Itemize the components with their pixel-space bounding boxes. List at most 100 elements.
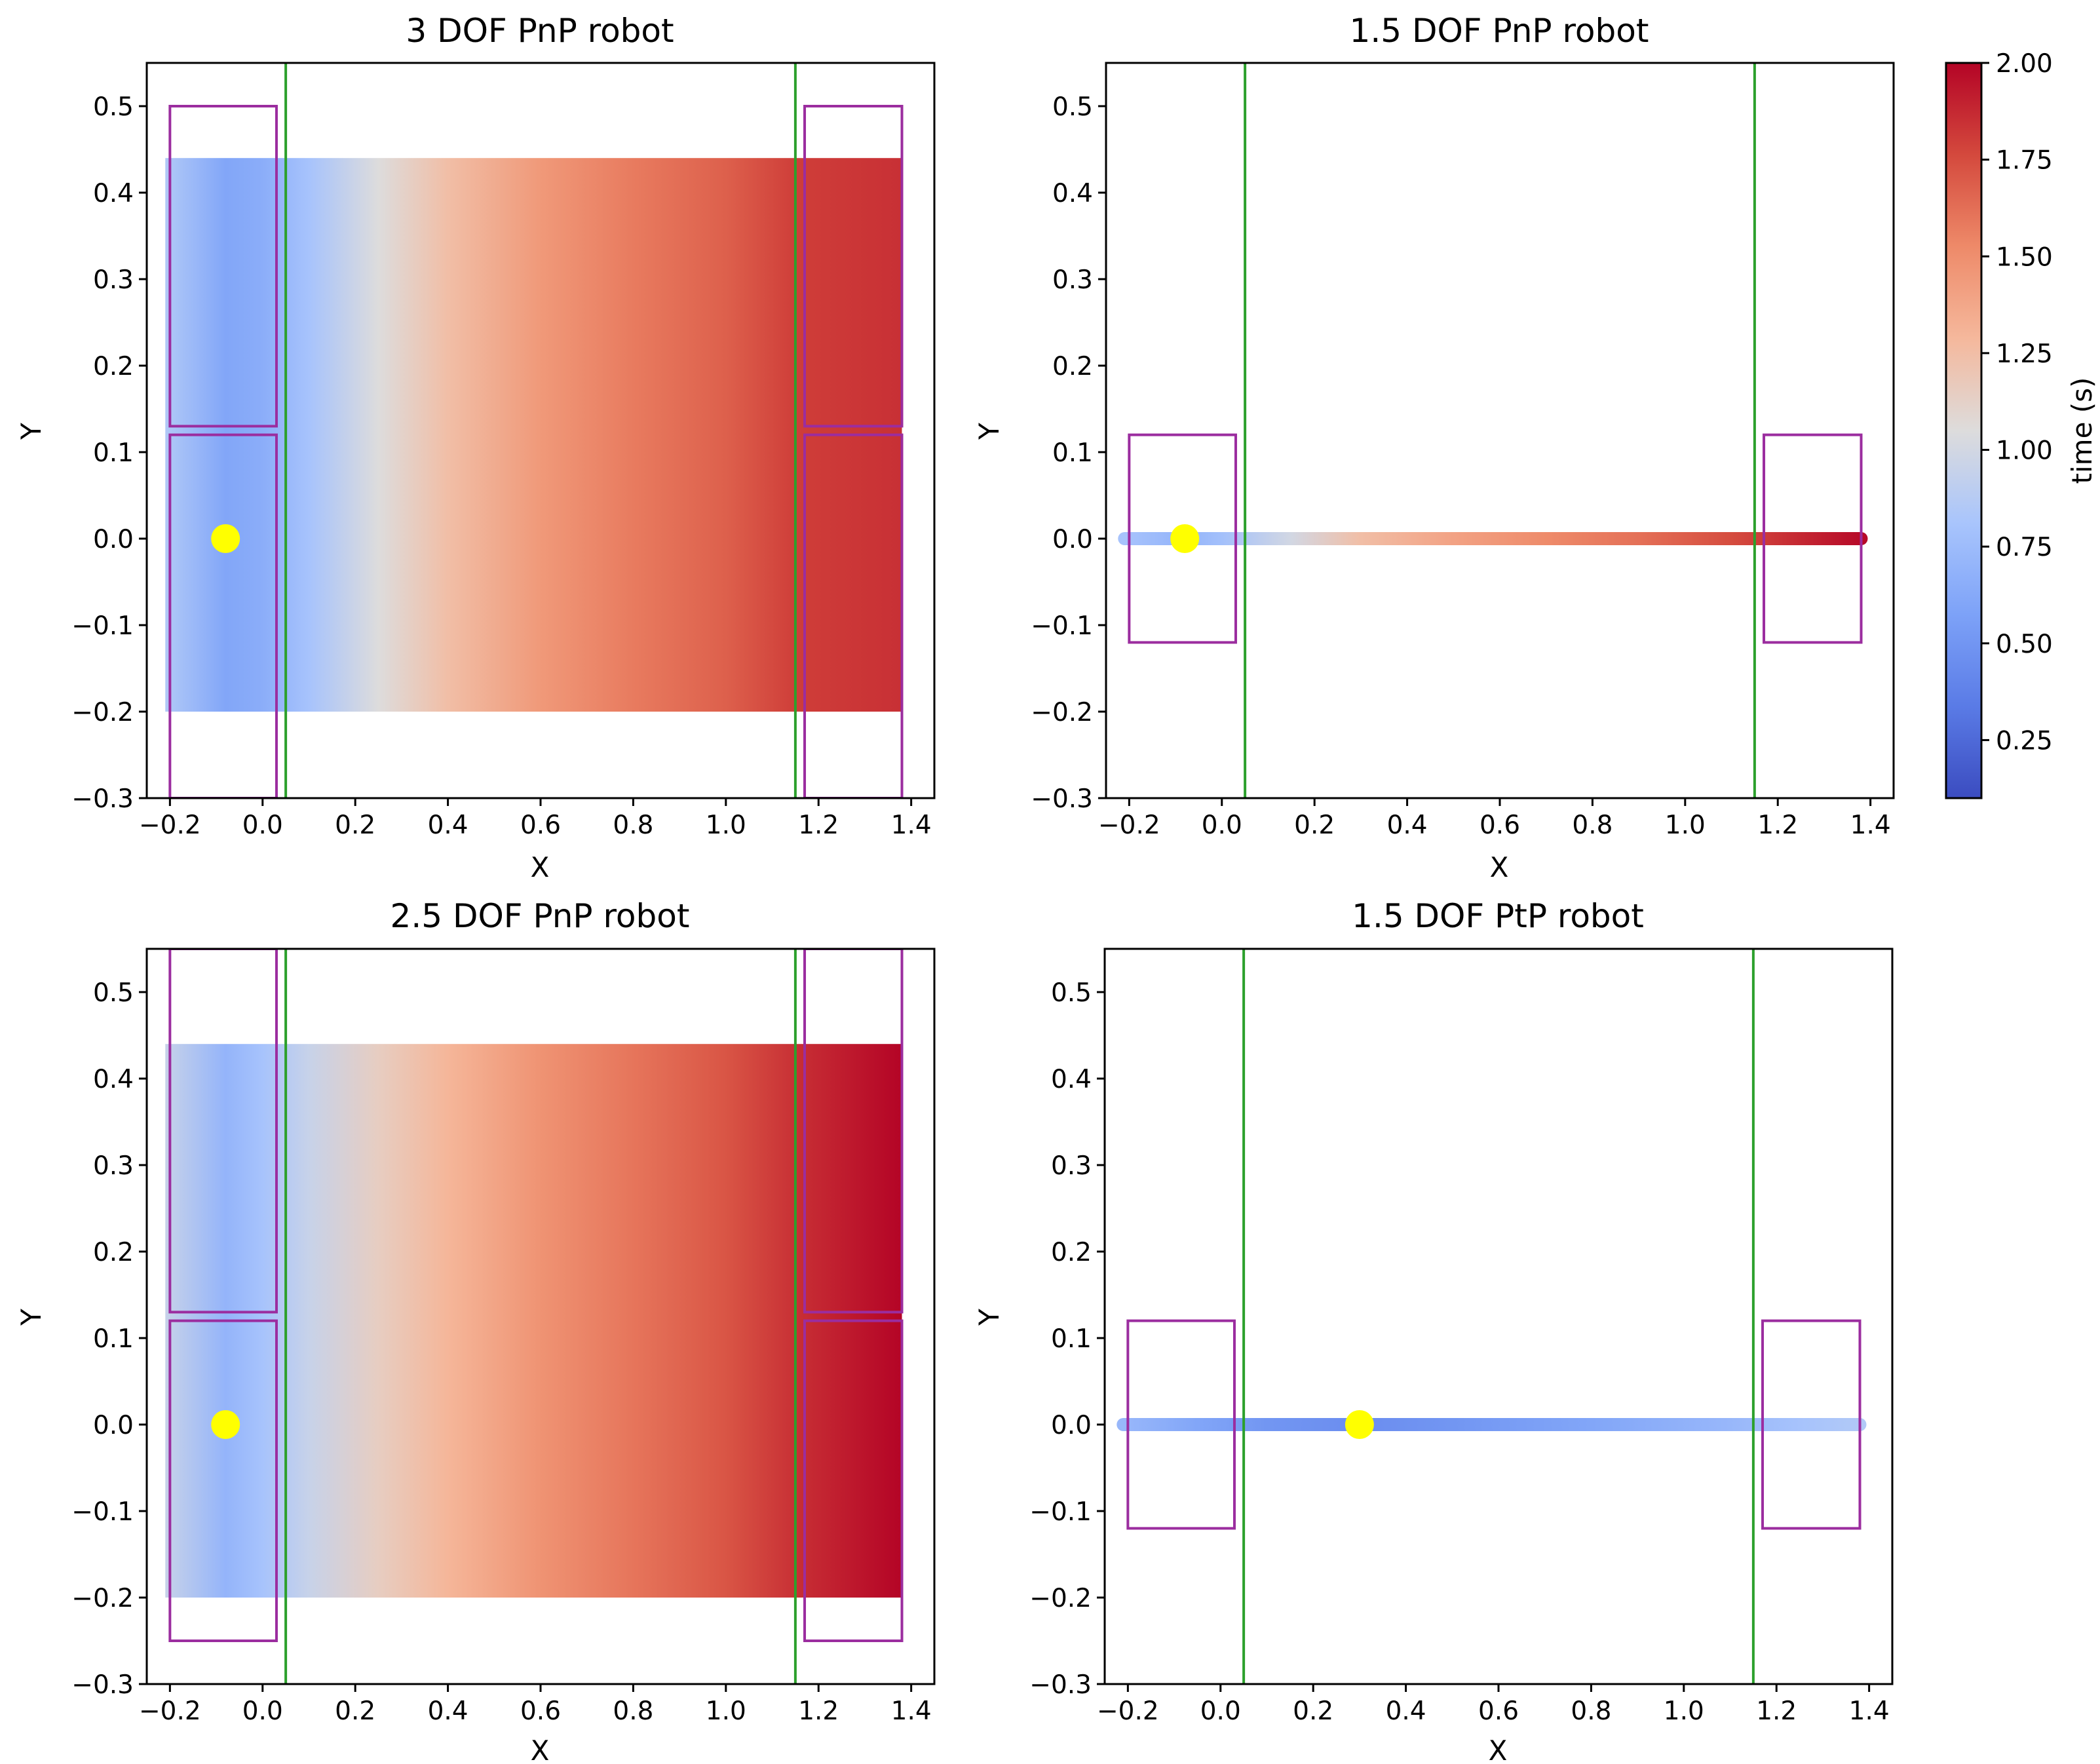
colorbar-tick-label: 1.25: [1996, 339, 2053, 369]
robot-position-marker: [1170, 524, 1200, 553]
workspace-box: [1126, 1319, 1236, 1530]
chart-title: 3 DOF PnP robot: [406, 12, 674, 50]
x-tick-label: 0.4: [1387, 811, 1428, 840]
y-tick-label: 0.3: [1051, 1151, 1092, 1181]
x-tick-label: 0.6: [520, 811, 561, 840]
y-tick-label: 0.0: [1052, 525, 1093, 554]
x-tick-label: 1.4: [1849, 1697, 1890, 1726]
y-tick-label: −0.2: [71, 698, 134, 727]
colorbar-tick-label: 1.00: [1996, 436, 2053, 466]
x-tick-label: 0.8: [1572, 811, 1613, 840]
x-tick-label: 1.2: [798, 1697, 839, 1726]
x-tick-label: 0.6: [1478, 1697, 1519, 1726]
x-tick-label: 0.4: [428, 1697, 468, 1726]
y-tick-label: 0.0: [1051, 1411, 1092, 1440]
y-tick-label: 0.0: [93, 525, 134, 554]
colorbar-tick-label: 1.50: [1996, 242, 2053, 272]
y-tick-label: 0.5: [1052, 92, 1093, 122]
y-tick-label: 0.4: [1052, 179, 1093, 208]
x-tick-label: 0.8: [1571, 1697, 1611, 1726]
x-tick-label: 0.2: [1294, 811, 1335, 840]
chart-title: 1.5 DOF PtP robot: [1352, 897, 1644, 935]
y-tick-label: −0.3: [1029, 1670, 1092, 1700]
x-tick-label: −0.2: [139, 811, 201, 840]
y-tick-label: 0.4: [93, 1065, 134, 1094]
y-tick-label: 0.2: [1052, 352, 1093, 381]
y-tick-label: 0.3: [93, 1151, 134, 1181]
y-tick-label: −0.1: [1029, 1497, 1092, 1527]
y-tick-label: −0.2: [1029, 1584, 1092, 1613]
x-tick-label: 1.2: [1756, 1697, 1797, 1726]
workspace-box: [1128, 433, 1237, 644]
workspace-box: [803, 1319, 904, 1642]
x-tick-label: 1.4: [891, 811, 932, 840]
chart-title: 1.5 DOF PnP robot: [1350, 12, 1649, 50]
y-tick-label: 0.1: [1051, 1324, 1092, 1354]
x-tick-label: 0.4: [1386, 1697, 1426, 1726]
y-tick-label: 0.2: [93, 352, 134, 381]
x-tick-label: −0.2: [139, 1697, 201, 1726]
colorbar-label: time (s): [2066, 377, 2098, 484]
workspace-box: [168, 433, 278, 798]
x-tick-label: 1.0: [1664, 1697, 1704, 1726]
y-tick-label: 0.1: [1052, 438, 1093, 468]
x-tick-label: 0.0: [242, 811, 283, 840]
axes-frame: [1103, 948, 1894, 1685]
y-tick-label: −0.1: [71, 1497, 134, 1527]
y-tick-label: 0.3: [93, 265, 134, 295]
y-tick-label: 0.5: [93, 978, 134, 1008]
robot-position-marker: [211, 524, 240, 553]
x-tick-label: 1.2: [798, 811, 839, 840]
x-axis-label: X: [1489, 1735, 1508, 1764]
workspace-box: [803, 949, 904, 1314]
y-tick-label: −0.3: [71, 1670, 134, 1700]
x-tick-label: −0.2: [1097, 1697, 1159, 1726]
robot-position-marker: [211, 1410, 240, 1439]
x-tick-label: 1.4: [891, 1697, 932, 1726]
y-axis-label: Y: [973, 423, 1005, 440]
time-heatmap: [165, 158, 902, 712]
subplot-2-5dof-pnp: 2.5 DOF PnP robot −0.2 0.0 0.2 0.4 0.6 0.8 1.0…: [15, 897, 936, 1764]
colorbar: 0.25 0.50 0.75 1.00 1.25 1.50 1.75 2.00 time (s…: [1945, 49, 2098, 799]
y-tick-label: 0.1: [93, 1324, 134, 1354]
x-tick-label: 0.0: [1202, 811, 1242, 840]
x-axis-label: X: [531, 851, 550, 883]
y-tick-label: 0.2: [1051, 1238, 1092, 1267]
y-tick-label: 0.5: [1051, 978, 1092, 1008]
x-axis-label: X: [531, 1735, 550, 1764]
x-tick-label: 1.2: [1757, 811, 1798, 840]
workspace-box: [168, 949, 278, 1314]
x-tick-label: 0.2: [335, 1697, 375, 1726]
x-tick-label: 0.2: [1293, 1697, 1333, 1726]
x-tick-label: 0.0: [1200, 1697, 1241, 1726]
y-tick-label: −0.2: [71, 1584, 134, 1613]
colorbar-gradient: [1945, 62, 1983, 799]
robot-position-marker: [1345, 1410, 1374, 1439]
x-tick-label: 0.2: [335, 811, 375, 840]
y-tick-label: −0.1: [1031, 611, 1093, 641]
y-tick-label: −0.2: [1031, 698, 1093, 727]
y-tick-label: −0.3: [1031, 784, 1093, 814]
subplot-1-5dof-ptp: 1.5 DOF PtP robot −0.2 0.0 0.2 0.4 0.6 0.8 1.0…: [973, 897, 1894, 1764]
y-tick-label: 0.4: [1051, 1065, 1092, 1094]
x-axis-label: X: [1490, 851, 1509, 883]
x-tick-label: 0.6: [1480, 811, 1520, 840]
y-tick-label: −0.3: [71, 784, 134, 814]
y-axis-label: Y: [15, 1309, 47, 1326]
workspace-box: [1761, 1319, 1861, 1530]
chart-title: 2.5 DOF PnP robot: [391, 897, 690, 935]
x-tick-label: 1.0: [706, 811, 746, 840]
y-tick-label: −0.1: [71, 611, 134, 641]
subplot-3dof-pnp: 3 DOF PnP robot −0.2 0.0 0.2 0.4 0.6 0.8 1.0 1.…: [15, 12, 936, 883]
workspace-box: [168, 1319, 278, 1642]
workspace-box: [168, 105, 278, 428]
y-tick-label: 0.0: [93, 1411, 134, 1440]
y-tick-label: 0.3: [1052, 265, 1093, 295]
x-tick-label: 0.6: [520, 1697, 561, 1726]
y-tick-label: 0.5: [93, 92, 134, 122]
subplot-1-5dof-pnp: 1.5 DOF PnP robot −0.2 0.0 0.2 0.4 0.6 0.8 1.0…: [973, 12, 1895, 883]
y-tick-label: 0.1: [93, 438, 134, 468]
x-tick-label: 0.8: [613, 811, 653, 840]
time-heatmap: [165, 1044, 902, 1598]
